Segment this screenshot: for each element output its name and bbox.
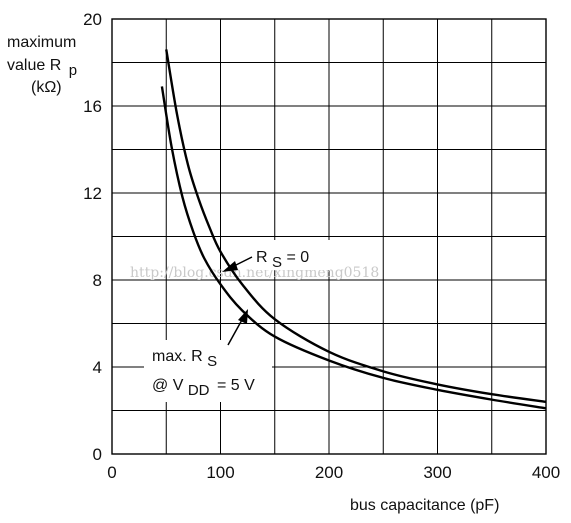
y-tick-label: 4	[93, 358, 102, 377]
annotation-max-rs-main: max. R	[152, 348, 203, 365]
annotation-max-rs-bg	[144, 340, 272, 402]
series-line-max-rs	[160, 86, 547, 410]
y-tick-label: 8	[93, 271, 102, 290]
annotation-max-rs: max. R S	[152, 348, 217, 370]
y-axis-label-line2: value R p	[7, 57, 77, 79]
y-tick-label: 0	[93, 445, 102, 464]
x-tick-label: 0	[107, 463, 116, 482]
x-axis-label: bus capacitance (pF)	[350, 497, 499, 514]
annotation-max-rs-sub: S	[207, 353, 217, 370]
x-tick-label: 400	[532, 463, 560, 482]
annotation-vdd: @ V DD = 5 V	[152, 377, 255, 399]
y-tick-labels: 0 4 8 12 16 20	[83, 10, 102, 464]
annotation-max-rs-leader	[227, 317, 244, 346]
annotation-max-rs-arrowhead	[238, 309, 248, 324]
annotation-rs-zero-main: R	[256, 249, 268, 266]
annotation-vdd-pre: @ V	[152, 377, 184, 394]
y-axis-label-line1: maximum	[7, 34, 76, 51]
annotation-vdd-rest: = 5 V	[217, 377, 255, 394]
x-tick-labels: 0 100 200 300 400	[107, 463, 560, 482]
y-axis-label-unit: (kΩ)	[31, 79, 62, 96]
y-tick-label: 12	[83, 184, 102, 203]
x-tick-label: 200	[315, 463, 343, 482]
annotation-rs-zero-bg	[252, 240, 330, 270]
y-axis-label-sub: p	[69, 62, 77, 79]
y-axis-label-main: value R	[7, 57, 61, 74]
y-tick-label: 16	[83, 97, 102, 116]
annotation-vdd-sub: DD	[188, 382, 210, 399]
x-tick-label: 100	[206, 463, 234, 482]
x-tick-label: 300	[423, 463, 451, 482]
annotation-rs-zero-rest: = 0	[286, 249, 309, 266]
annotation-rs-zero-arrowhead	[222, 261, 238, 272]
plot-frame	[111, 18, 547, 455]
annotation-rs-zero-sub: S	[272, 254, 282, 271]
series-line-rs-zero	[165, 49, 547, 403]
annotation-rs-zero: R S = 0	[256, 249, 309, 271]
y-tick-label: 20	[83, 10, 102, 29]
